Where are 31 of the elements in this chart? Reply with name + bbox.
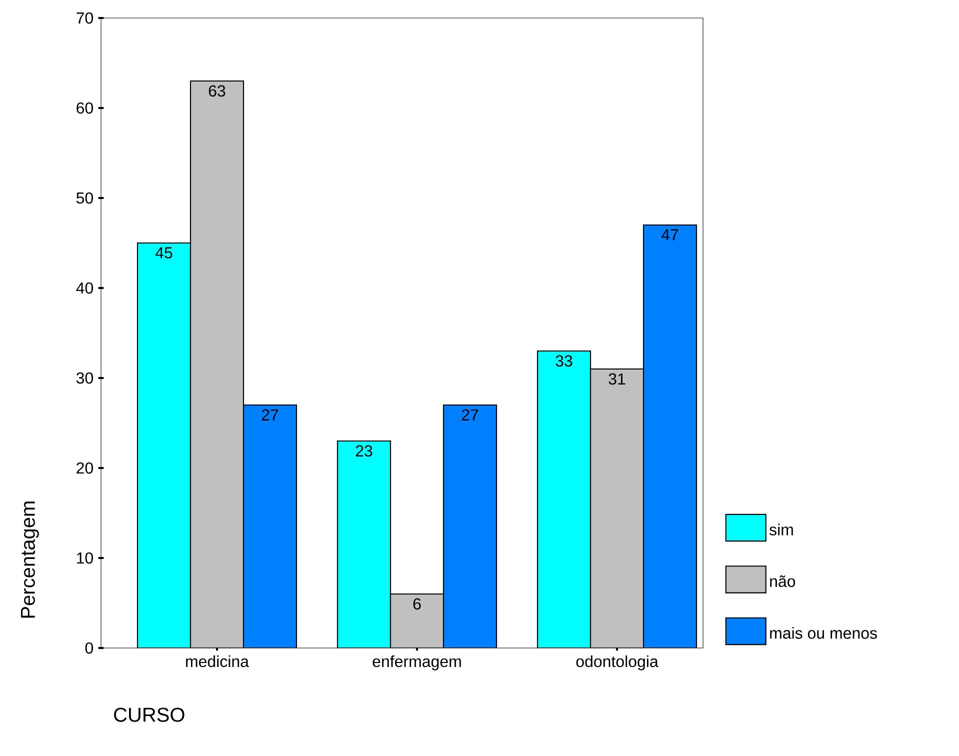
data-label: 27 xyxy=(462,409,478,420)
x-tick-label: odontologia xyxy=(576,655,658,670)
bar xyxy=(642,224,698,648)
y-tick-label: 0 xyxy=(85,642,94,654)
data-label: 23 xyxy=(356,445,372,457)
data-label: 31 xyxy=(608,373,626,385)
y-tick-label: 60 xyxy=(76,102,93,114)
data-label: 45 xyxy=(155,247,172,258)
data-label: 47 xyxy=(661,229,678,240)
y-axis-title: Percentagem xyxy=(21,502,39,618)
legend-label: mais ou menos xyxy=(770,627,877,639)
data-label: 27 xyxy=(262,409,278,420)
x-tick-label: medicina xyxy=(186,655,249,668)
y-tick-label: 50 xyxy=(76,192,93,204)
data-label: 33 xyxy=(556,355,572,367)
legend-label: não xyxy=(770,575,796,588)
y-tick-label: 20 xyxy=(76,462,93,474)
legend-label: sim xyxy=(770,524,793,536)
bar xyxy=(190,80,244,648)
data-label: 6 xyxy=(413,598,421,610)
y-tick-label: 30 xyxy=(76,372,93,384)
y-tick-label: 10 xyxy=(77,552,93,564)
bar xyxy=(442,404,498,648)
x-tick-label: enfermagem xyxy=(372,655,461,670)
y-tick-label: 40 xyxy=(76,282,93,294)
data-label: 63 xyxy=(208,85,226,97)
y-tick-label: 70 xyxy=(76,12,93,24)
bar xyxy=(390,593,444,648)
bar xyxy=(242,404,298,648)
bar xyxy=(590,368,644,648)
x-axis-title: CURSO xyxy=(114,708,184,722)
